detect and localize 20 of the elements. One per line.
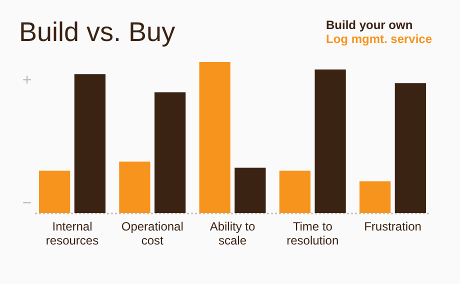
bar bbox=[199, 62, 230, 213]
bar bbox=[279, 170, 310, 213]
bar bbox=[39, 170, 70, 213]
bar bbox=[74, 74, 106, 213]
text: + bbox=[22, 72, 32, 89]
text: Log mgmt. service bbox=[326, 32, 432, 46]
bar bbox=[394, 83, 426, 213]
text: − bbox=[22, 195, 32, 212]
bar bbox=[314, 70, 346, 213]
x-tick-label: Internal resources bbox=[46, 220, 99, 248]
bar bbox=[359, 181, 391, 213]
text: Build your own bbox=[326, 18, 413, 32]
x-tick-label: Ability to scale bbox=[210, 220, 256, 248]
x-tick-label: Operational cost bbox=[121, 220, 184, 248]
bar bbox=[234, 168, 266, 213]
chart-title: Build vs. Buy bbox=[19, 17, 176, 47]
x-tick-label: Frustration bbox=[364, 220, 422, 234]
x-tick-label: Time to resolution bbox=[286, 220, 339, 248]
bar bbox=[119, 162, 150, 213]
bar bbox=[154, 92, 186, 213]
